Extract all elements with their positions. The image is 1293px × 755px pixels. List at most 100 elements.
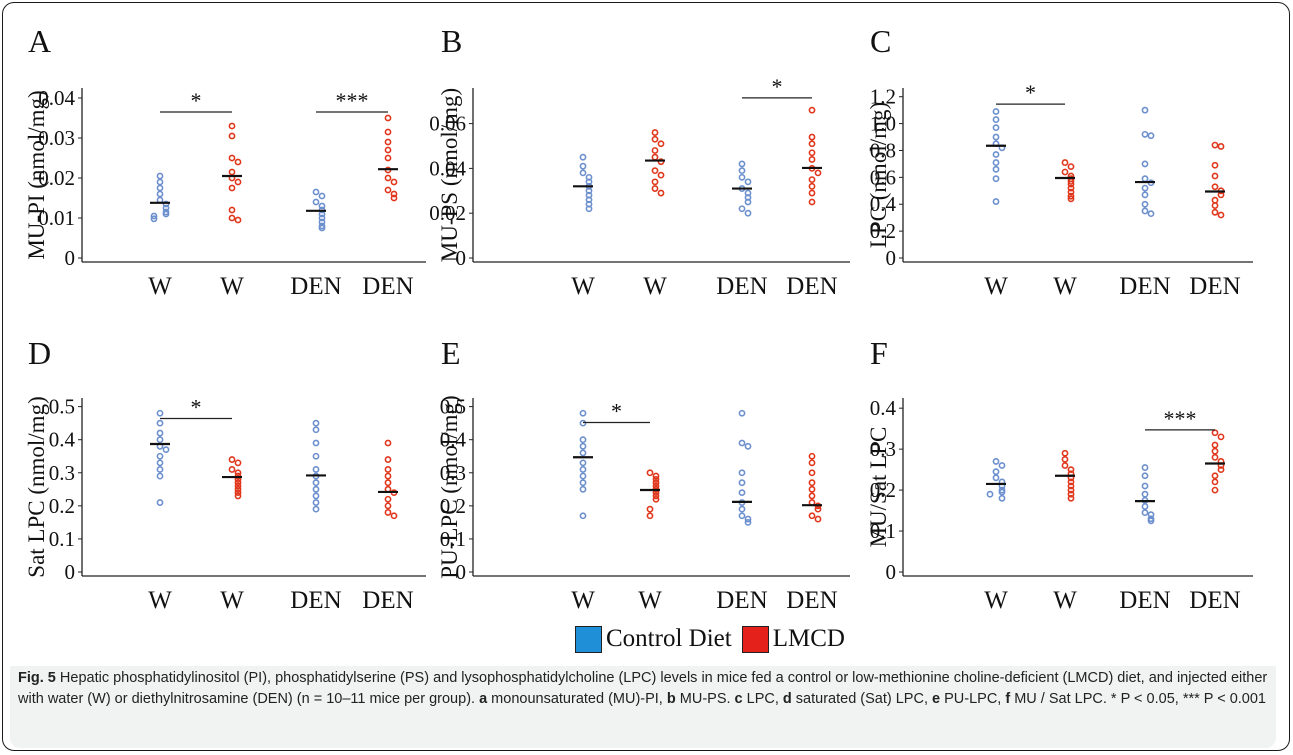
data-point (1211, 478, 1219, 486)
data-point (657, 171, 665, 179)
data-point (1211, 472, 1219, 480)
data-point (156, 436, 164, 444)
data-point (234, 485, 242, 493)
data-point (651, 129, 659, 136)
data-point (1211, 208, 1219, 216)
data-point (651, 178, 659, 186)
significance-label: * (191, 395, 202, 420)
data-point (808, 512, 816, 520)
data-point (312, 499, 320, 506)
data-point (1211, 161, 1219, 169)
data-point (1147, 132, 1155, 140)
y-tick-label: 0.4 (49, 428, 76, 452)
data-point (228, 184, 236, 192)
data-point (228, 132, 236, 140)
legend-swatch-control (575, 625, 602, 653)
data-point (1147, 517, 1155, 525)
data-point (579, 419, 587, 427)
data-point (1211, 429, 1219, 437)
legend-item-control: Control Diet (575, 625, 732, 653)
data-point (808, 156, 816, 163)
data-point (651, 185, 659, 192)
data-point (808, 198, 816, 206)
data-point (992, 116, 1000, 123)
y-tick-label: 0.04 (38, 86, 75, 110)
data-point (318, 202, 326, 210)
y-tick-label: 0.3 (440, 461, 466, 485)
y-tick-label: 0.3 (49, 461, 75, 485)
data-point (1141, 191, 1149, 199)
data-point (808, 182, 816, 190)
y-axis-label: MU-PS (nmol/mg) (437, 88, 462, 262)
data-point (986, 490, 994, 498)
y-tick-label: 0.01 (38, 206, 75, 230)
y-tick-label: 0 (886, 560, 897, 584)
data-point (312, 505, 320, 513)
x-tick-label: DEN (786, 273, 837, 300)
data-point (318, 224, 326, 232)
x-tick-label: W (220, 273, 244, 300)
data-point (384, 128, 392, 136)
data-point (1141, 482, 1149, 490)
figure-caption: Fig. 5 Hepatic phosphatidylinositol (PI)… (10, 666, 1276, 748)
data-point (808, 140, 816, 148)
caption-panel-desc: saturated (Sat) LPC, (791, 691, 933, 707)
x-tick-label: DEN (716, 273, 767, 300)
data-point (1141, 472, 1149, 480)
y-tick-label: 0.06 (429, 112, 466, 136)
data-point (234, 216, 242, 224)
data-point (1217, 143, 1225, 150)
data-point (1217, 433, 1225, 441)
data-point (738, 160, 746, 168)
caption-panel-desc: PU-LPC, (940, 691, 1006, 707)
data-point (651, 135, 659, 143)
data-point (992, 124, 1000, 132)
data-point (651, 167, 659, 175)
data-point (384, 502, 392, 510)
y-axis-label: LPC (nmol/mg) (866, 102, 891, 248)
data-point (384, 472, 392, 480)
data-point (384, 174, 392, 182)
data-point (992, 198, 1000, 205)
data-point (150, 215, 158, 223)
data-point (738, 409, 746, 417)
y-tick-label: 0 (456, 560, 467, 584)
y-tick-label: 0.1 (870, 519, 896, 543)
panel-f: F 0 0.1 0.2 0.3 0.4 MU/Sat LPC W W DEN DEN *** (866, 335, 1253, 614)
data-point (1061, 462, 1069, 469)
x-tick-label: W (984, 587, 1008, 614)
data-point (234, 489, 242, 497)
data-point (228, 122, 236, 130)
y-tick-label: 0.2 (870, 219, 896, 243)
panel-label: C (870, 23, 891, 59)
data-point (808, 479, 816, 487)
x-tick-label: W (643, 273, 667, 300)
data-point (228, 206, 236, 214)
significance-label: * (191, 88, 202, 113)
data-point (234, 459, 242, 467)
data-point (162, 446, 170, 454)
data-point (1067, 466, 1075, 474)
data-point (579, 436, 587, 444)
data-point (156, 419, 164, 427)
caption-panel-letter: d (782, 691, 792, 707)
data-point (384, 495, 392, 503)
data-point (156, 178, 164, 186)
y-tick-label: 0.5 (440, 395, 466, 419)
data-point (1147, 511, 1155, 519)
data-point (312, 188, 320, 196)
data-point (1141, 200, 1149, 208)
data-point (312, 439, 320, 447)
data-point (156, 190, 164, 198)
x-tick-label: DEN (1119, 273, 1170, 300)
data-point (312, 426, 320, 434)
data-point (657, 189, 665, 197)
data-point (1141, 160, 1149, 168)
x-tick-label: DEN (362, 273, 413, 300)
data-point (992, 175, 1000, 183)
data-point (744, 518, 752, 526)
data-point (1061, 168, 1069, 176)
data-point (228, 466, 236, 473)
data-point (579, 479, 587, 487)
